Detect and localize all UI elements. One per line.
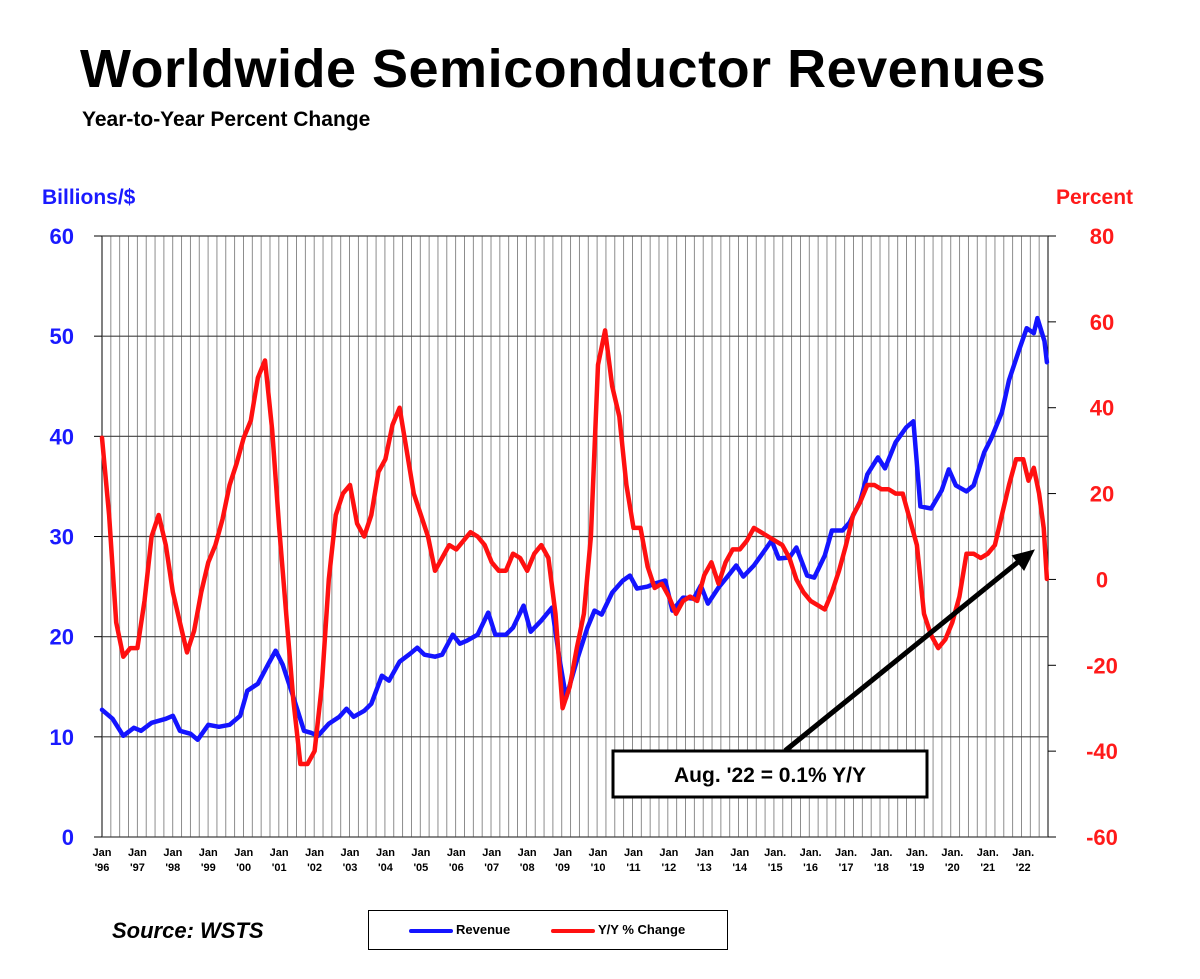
x-tick-month: Jan. bbox=[764, 847, 786, 859]
right-tick-label: 40 bbox=[1090, 396, 1114, 421]
x-tick-month: Jan. bbox=[870, 847, 892, 859]
x-tick-year: '97 bbox=[130, 862, 145, 874]
x-tick-year: '03 bbox=[343, 862, 358, 874]
annotation-box bbox=[611, 749, 929, 799]
x-tick-month: Jan bbox=[234, 847, 253, 859]
legend-label-yoy: Y/Y % Change bbox=[598, 922, 686, 937]
x-tick-year: '04 bbox=[378, 862, 394, 874]
x-tick-year: '05 bbox=[413, 862, 428, 874]
legend-label-revenue: Revenue bbox=[456, 922, 511, 937]
x-tick-year: '21 bbox=[980, 862, 995, 874]
x-tick-month: Jan bbox=[624, 847, 643, 859]
x-tick-year: '19 bbox=[909, 862, 924, 874]
annotation-group: Aug. '22 = 0.1% Y/Y bbox=[611, 549, 1035, 799]
x-tick-year: '10 bbox=[591, 862, 606, 874]
x-tick-month: Jan bbox=[447, 847, 466, 859]
x-tick-month: Jan. bbox=[941, 847, 963, 859]
x-tick-month: Jan bbox=[411, 847, 430, 859]
x-tick-month: Jan bbox=[518, 847, 537, 859]
x-tick-year: '00 bbox=[236, 862, 251, 874]
x-tick-year: '09 bbox=[555, 862, 570, 874]
x-tick-month: Jan bbox=[305, 847, 324, 859]
legend: Revenue Y/Y % Change bbox=[368, 910, 728, 950]
x-tick-month: Jan bbox=[270, 847, 289, 859]
revenue-line bbox=[99, 315, 1050, 743]
legend-swatch-revenue bbox=[409, 928, 453, 933]
right-axis-ticks: -60 -40 -20 0 20 40 60 80 bbox=[1048, 224, 1118, 850]
left-tick-label: 20 bbox=[50, 625, 74, 650]
x-tick-year: '22 bbox=[1016, 862, 1031, 874]
right-axis-label: Percent bbox=[1056, 186, 1134, 209]
x-tick-month: Jan. bbox=[906, 847, 928, 859]
left-tick-label: 40 bbox=[50, 424, 74, 449]
series-lines bbox=[99, 315, 1050, 767]
x-tick-year: '11 bbox=[626, 862, 640, 874]
x-tick-month: Jan bbox=[659, 847, 678, 859]
x-tick-year: '96 bbox=[95, 862, 110, 874]
legend-item-yoy: Y/Y % Change bbox=[551, 922, 685, 937]
x-tick-month: Jan bbox=[376, 847, 395, 859]
x-tick-year: '98 bbox=[165, 862, 180, 874]
annotation-arrow-head bbox=[1011, 549, 1035, 571]
x-tick-year: '08 bbox=[520, 862, 535, 874]
right-tick-label: -60 bbox=[1086, 825, 1118, 850]
right-tick-label: -40 bbox=[1086, 739, 1118, 764]
x-tick-month: Jan bbox=[730, 847, 749, 859]
x-tick-month: Jan bbox=[695, 847, 714, 859]
x-tick-year: '13 bbox=[697, 862, 712, 874]
x-tick-year: '06 bbox=[449, 862, 464, 874]
x-tick-year: '14 bbox=[732, 862, 748, 874]
left-axis-label: Billions/$ bbox=[42, 186, 136, 209]
right-tick-label: -20 bbox=[1086, 653, 1118, 678]
left-tick-label: 50 bbox=[50, 324, 74, 349]
x-tick-year: '02 bbox=[307, 862, 322, 874]
x-tick-year: '99 bbox=[201, 862, 216, 874]
x-tick-year: '16 bbox=[803, 862, 818, 874]
x-tick-month: Jan bbox=[553, 847, 572, 859]
left-axis-ticks: 0 10 20 30 40 50 60 bbox=[50, 224, 102, 850]
x-tick-year: '18 bbox=[874, 862, 889, 874]
x-tick-month: Jan bbox=[128, 847, 147, 859]
x-axis-ticks: Jan '96 Jan '97 Jan '98 Jan '99 Jan '00 Jan '01 Jan '… bbox=[93, 847, 1035, 874]
left-tick-label: 30 bbox=[50, 525, 74, 550]
right-tick-label: 0 bbox=[1096, 567, 1108, 592]
x-tick-month: Jan bbox=[199, 847, 218, 859]
right-tick-label: 80 bbox=[1090, 224, 1114, 249]
source-note: Source: WSTS bbox=[112, 918, 264, 943]
x-tick-year: '15 bbox=[768, 862, 783, 874]
x-tick-month: Jan. bbox=[1012, 847, 1034, 859]
x-tick-year: '07 bbox=[484, 862, 499, 874]
yoy-change-line bbox=[99, 328, 1050, 767]
horizontal-grid bbox=[102, 235, 1048, 838]
x-tick-month: Jan. bbox=[835, 847, 857, 859]
legend-item-revenue: Revenue bbox=[409, 922, 510, 937]
x-tick-month: Jan bbox=[589, 847, 608, 859]
chart-subtitle: Year-to-Year Percent Change bbox=[82, 108, 371, 131]
x-tick-month: Jan bbox=[163, 847, 182, 859]
x-tick-month: Jan bbox=[341, 847, 360, 859]
x-tick-month: Jan. bbox=[977, 847, 999, 859]
x-tick-year: '01 bbox=[272, 862, 287, 874]
x-tick-year: '20 bbox=[945, 862, 960, 874]
annotation-text: Aug. '22 = 0.1% Y/Y bbox=[674, 764, 866, 787]
x-tick-month: Jan bbox=[93, 847, 112, 859]
left-tick-label: 10 bbox=[50, 725, 74, 750]
legend-swatch-yoy bbox=[551, 928, 595, 933]
right-tick-label: 20 bbox=[1090, 482, 1114, 507]
annotation-arrow-shaft bbox=[783, 553, 1028, 753]
x-tick-year: '17 bbox=[839, 862, 854, 874]
left-tick-label: 0 bbox=[62, 825, 74, 850]
right-tick-label: 60 bbox=[1090, 310, 1114, 335]
chart-title: Worldwide Semiconductor Revenues bbox=[80, 39, 1047, 99]
left-tick-label: 60 bbox=[50, 224, 74, 249]
x-tick-month: Jan bbox=[482, 847, 501, 859]
x-tick-year: '12 bbox=[661, 862, 676, 874]
x-tick-month: Jan. bbox=[800, 847, 822, 859]
